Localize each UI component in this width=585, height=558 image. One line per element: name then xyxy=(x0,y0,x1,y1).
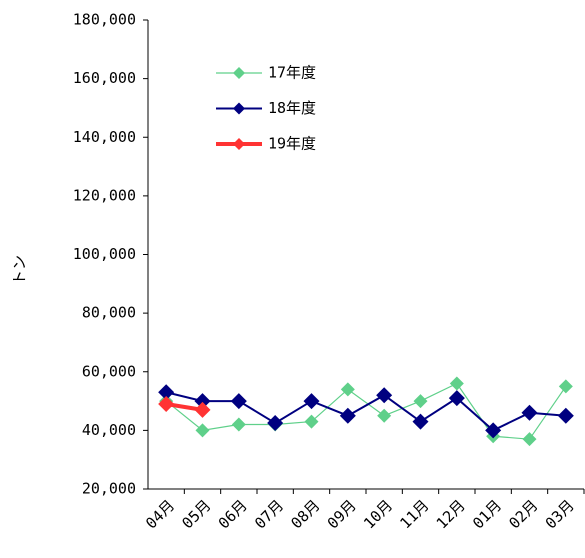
legend-marker xyxy=(233,67,245,79)
marker xyxy=(230,393,247,410)
marker xyxy=(522,432,537,447)
x-tick-label: 07月 xyxy=(251,496,287,532)
marker xyxy=(340,382,355,397)
legend-label: 17年度 xyxy=(268,64,316,82)
x-tick-label: 11月 xyxy=(396,496,432,532)
y-tick-label: 60,000 xyxy=(82,362,136,380)
x-tick-label: 08月 xyxy=(287,496,323,532)
marker xyxy=(231,417,246,432)
x-tick-label: 09月 xyxy=(324,496,360,532)
marker xyxy=(377,408,392,423)
y-tick-label: 80,000 xyxy=(82,304,136,322)
marker xyxy=(158,384,175,401)
legend-label: 18年度 xyxy=(268,99,316,117)
x-tick-label: 05月 xyxy=(178,496,214,532)
x-tick-label: 06月 xyxy=(215,496,251,532)
marker xyxy=(303,393,320,410)
marker xyxy=(485,422,502,439)
marker xyxy=(521,404,538,421)
marker xyxy=(449,376,464,391)
y-tick-label: 140,000 xyxy=(73,128,136,146)
marker xyxy=(194,401,211,418)
series-line xyxy=(165,391,566,432)
y-tick-label: 40,000 xyxy=(82,421,136,439)
x-tick-label: 03月 xyxy=(542,496,578,532)
y-tick-label: 100,000 xyxy=(73,245,136,263)
marker xyxy=(195,423,210,438)
x-tick-label: 12月 xyxy=(433,496,469,532)
x-tick-label: 10月 xyxy=(360,496,396,532)
y-axis-label: トン xyxy=(11,255,29,285)
y-tick-label: 120,000 xyxy=(73,186,136,204)
marker xyxy=(339,407,356,424)
legend-label: 19年度 xyxy=(268,135,316,153)
marker xyxy=(412,413,429,430)
marker xyxy=(413,394,428,409)
marker xyxy=(194,393,211,410)
legend-marker xyxy=(233,102,245,115)
y-tick-label: 180,000 xyxy=(73,11,136,29)
marker xyxy=(304,414,319,429)
legend-marker xyxy=(233,138,245,150)
x-tick-label: 01月 xyxy=(469,496,505,532)
marker xyxy=(376,387,393,404)
marker xyxy=(448,390,465,407)
x-tick-label: 04月 xyxy=(142,496,178,532)
marker xyxy=(267,415,284,432)
y-tick-label: 20,000 xyxy=(82,480,136,498)
y-tick-label: 160,000 xyxy=(73,69,136,87)
series-line xyxy=(165,382,567,440)
marker xyxy=(558,379,573,394)
marker xyxy=(158,395,175,412)
marker xyxy=(557,407,574,424)
x-tick-label: 02月 xyxy=(505,496,541,532)
